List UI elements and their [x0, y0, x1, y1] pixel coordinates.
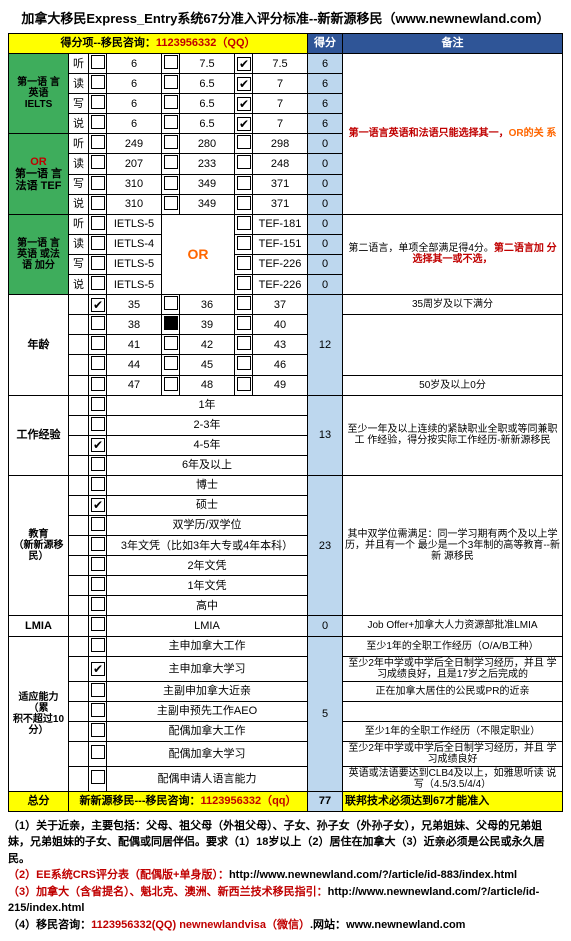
checkbox[interactable]: [89, 355, 107, 375]
checkbox[interactable]: [162, 74, 180, 94]
checkbox[interactable]: [89, 415, 107, 435]
checkbox[interactable]: [235, 234, 253, 254]
checkbox[interactable]: [89, 74, 107, 94]
checkbox[interactable]: [89, 214, 107, 234]
work-label: 工作经验: [9, 395, 69, 475]
checkbox[interactable]: [89, 295, 107, 315]
checkbox[interactable]: [235, 275, 253, 295]
checkbox[interactable]: [89, 596, 107, 616]
header-score: 得分: [308, 34, 343, 54]
checkbox[interactable]: [89, 375, 107, 395]
page-title: 加拿大移民Express_Entry系统67分准入评分标准--新新源移民（www…: [8, 8, 563, 27]
checkbox[interactable]: [235, 214, 253, 234]
checkbox[interactable]: [235, 315, 253, 335]
footer-notes: （1）关于近亲，主要包括：父母、祖父母（外祖父母）、子女、孙子女（外孙子女），兄…: [8, 818, 563, 934]
checkbox[interactable]: [89, 656, 107, 681]
checkbox[interactable]: [89, 395, 107, 415]
lang2-remark: 第二语言，单项全部满足得4分。第二语言加 分选择其一或不选，: [343, 214, 563, 294]
checkbox[interactable]: [235, 134, 253, 154]
row-score: 6: [308, 54, 343, 74]
lang1-fr-label: OR第一语 言 法语 TEF: [9, 134, 69, 214]
checkbox[interactable]: [162, 154, 180, 174]
checkbox[interactable]: [89, 335, 107, 355]
checkbox[interactable]: [235, 335, 253, 355]
checkbox[interactable]: [235, 194, 253, 214]
edu-score: 23: [308, 475, 343, 616]
checkbox[interactable]: [89, 495, 107, 515]
checkbox[interactable]: [89, 54, 107, 74]
checkbox[interactable]: [89, 616, 107, 636]
checkbox[interactable]: [162, 295, 180, 315]
checkbox[interactable]: [89, 435, 107, 455]
checkbox[interactable]: [89, 741, 107, 766]
checkbox[interactable]: [89, 701, 107, 721]
edu-label: 教育 （新新源移民）: [9, 475, 69, 616]
checkbox[interactable]: [89, 194, 107, 214]
checkbox[interactable]: [89, 315, 107, 335]
checkbox[interactable]: [162, 375, 180, 395]
header-remarks: 备注: [343, 34, 563, 54]
checkbox[interactable]: [89, 576, 107, 596]
checkbox[interactable]: [162, 134, 180, 154]
work-score: 13: [308, 395, 343, 475]
checkbox[interactable]: [162, 315, 180, 335]
total-score: 77: [308, 791, 343, 811]
checkbox[interactable]: [89, 234, 107, 254]
checkbox[interactable]: [235, 355, 253, 375]
lang1-en-label: 第一语 言 英语 IELTS: [9, 54, 69, 134]
lmia-label: LMIA: [9, 616, 69, 636]
lang1-remark: 第一语言英语和法语只能选择其一，OR的关 系: [343, 54, 563, 215]
checkbox[interactable]: [162, 174, 180, 194]
checkbox[interactable]: [89, 721, 107, 741]
checkbox[interactable]: [89, 455, 107, 475]
age-label: 年龄: [9, 295, 69, 395]
checkbox[interactable]: [235, 54, 253, 74]
checkbox[interactable]: [235, 174, 253, 194]
checkbox[interactable]: [162, 194, 180, 214]
checkbox[interactable]: [89, 556, 107, 576]
checkbox[interactable]: [162, 335, 180, 355]
checkbox[interactable]: [89, 536, 107, 556]
checkbox[interactable]: [235, 295, 253, 315]
checkbox[interactable]: [162, 114, 180, 134]
checkbox[interactable]: [235, 74, 253, 94]
skill-label: 听: [69, 54, 89, 74]
checkbox[interactable]: [89, 134, 107, 154]
checkbox[interactable]: [162, 94, 180, 114]
checkbox[interactable]: [162, 54, 180, 74]
checkbox[interactable]: [89, 475, 107, 495]
checkbox[interactable]: [89, 636, 107, 656]
lang2-or: OR: [162, 214, 235, 294]
checkbox[interactable]: [235, 114, 253, 134]
checkbox[interactable]: [235, 154, 253, 174]
checkbox[interactable]: [235, 254, 253, 274]
adapt-label: 适应能力（累 积不超过10 分）: [9, 636, 69, 791]
checkbox[interactable]: [89, 766, 107, 791]
checkbox[interactable]: [89, 154, 107, 174]
checkbox[interactable]: [89, 254, 107, 274]
age-score: 12: [308, 295, 343, 395]
checkbox[interactable]: [89, 681, 107, 701]
checkbox[interactable]: [235, 375, 253, 395]
header-items: 得分项--移民咨询：1123956332（QQ）: [9, 34, 308, 54]
checkbox[interactable]: [89, 174, 107, 194]
total-mid: 新新源移民---移民咨询：1123956332（qq）: [69, 791, 308, 811]
checkbox[interactable]: [235, 94, 253, 114]
checkbox[interactable]: [89, 515, 107, 535]
adapt-score: 5: [308, 636, 343, 791]
checkbox[interactable]: [89, 275, 107, 295]
checkbox[interactable]: [89, 114, 107, 134]
total-remark: 联邦技术必须达到67才能准入: [343, 791, 563, 811]
lang2-label: 第一语 言 英语 或法 语 加分: [9, 214, 69, 294]
checkbox[interactable]: [162, 355, 180, 375]
scoring-table: 得分项--移民咨询：1123956332（QQ） 得分 备注 第一语 言 英语 …: [8, 33, 563, 812]
total-label: 总分: [9, 791, 69, 811]
checkbox[interactable]: [89, 94, 107, 114]
